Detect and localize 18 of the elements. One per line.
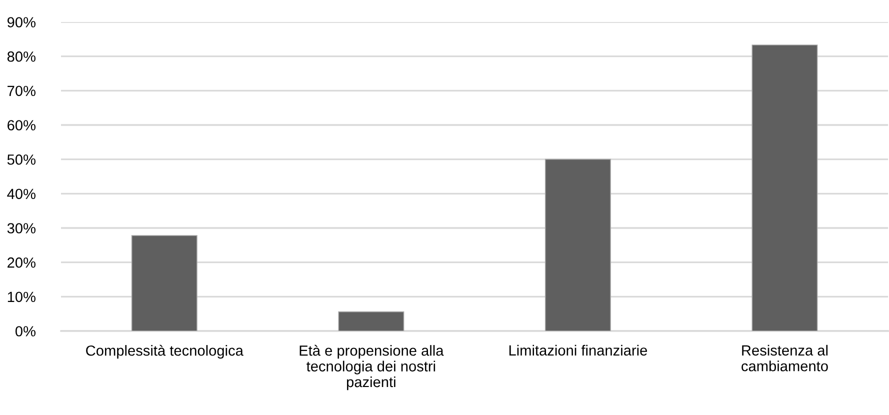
- x-tick-label: Limitazioni finanziarie: [509, 344, 648, 356]
- bar: [752, 44, 818, 331]
- x-tick-label: Resistenza al cambiamento: [742, 344, 828, 372]
- y-tick-label: 30%: [7, 223, 36, 234]
- y-tick-label: 0%: [15, 326, 36, 336]
- bar: [131, 235, 198, 331]
- bar: [338, 311, 404, 331]
- bar: [544, 158, 611, 331]
- y-tick-label: 50%: [7, 154, 36, 165]
- x-tick-label: Età e propensione alla tecnologia dei nostri pazienti: [300, 344, 444, 390]
- y-tick-label: 40%: [7, 188, 36, 200]
- y-tick-label: 70%: [8, 86, 36, 96]
- x-tick-label: Complessità tecnologica: [86, 344, 244, 359]
- y-tick-label: 20%: [8, 257, 36, 268]
- y-tick-label: 90%: [7, 17, 36, 28]
- y-tick-label: 80%: [7, 51, 36, 62]
- y-tick-label: 60%: [8, 120, 36, 130]
- y-tick-label: 10%: [8, 292, 36, 302]
